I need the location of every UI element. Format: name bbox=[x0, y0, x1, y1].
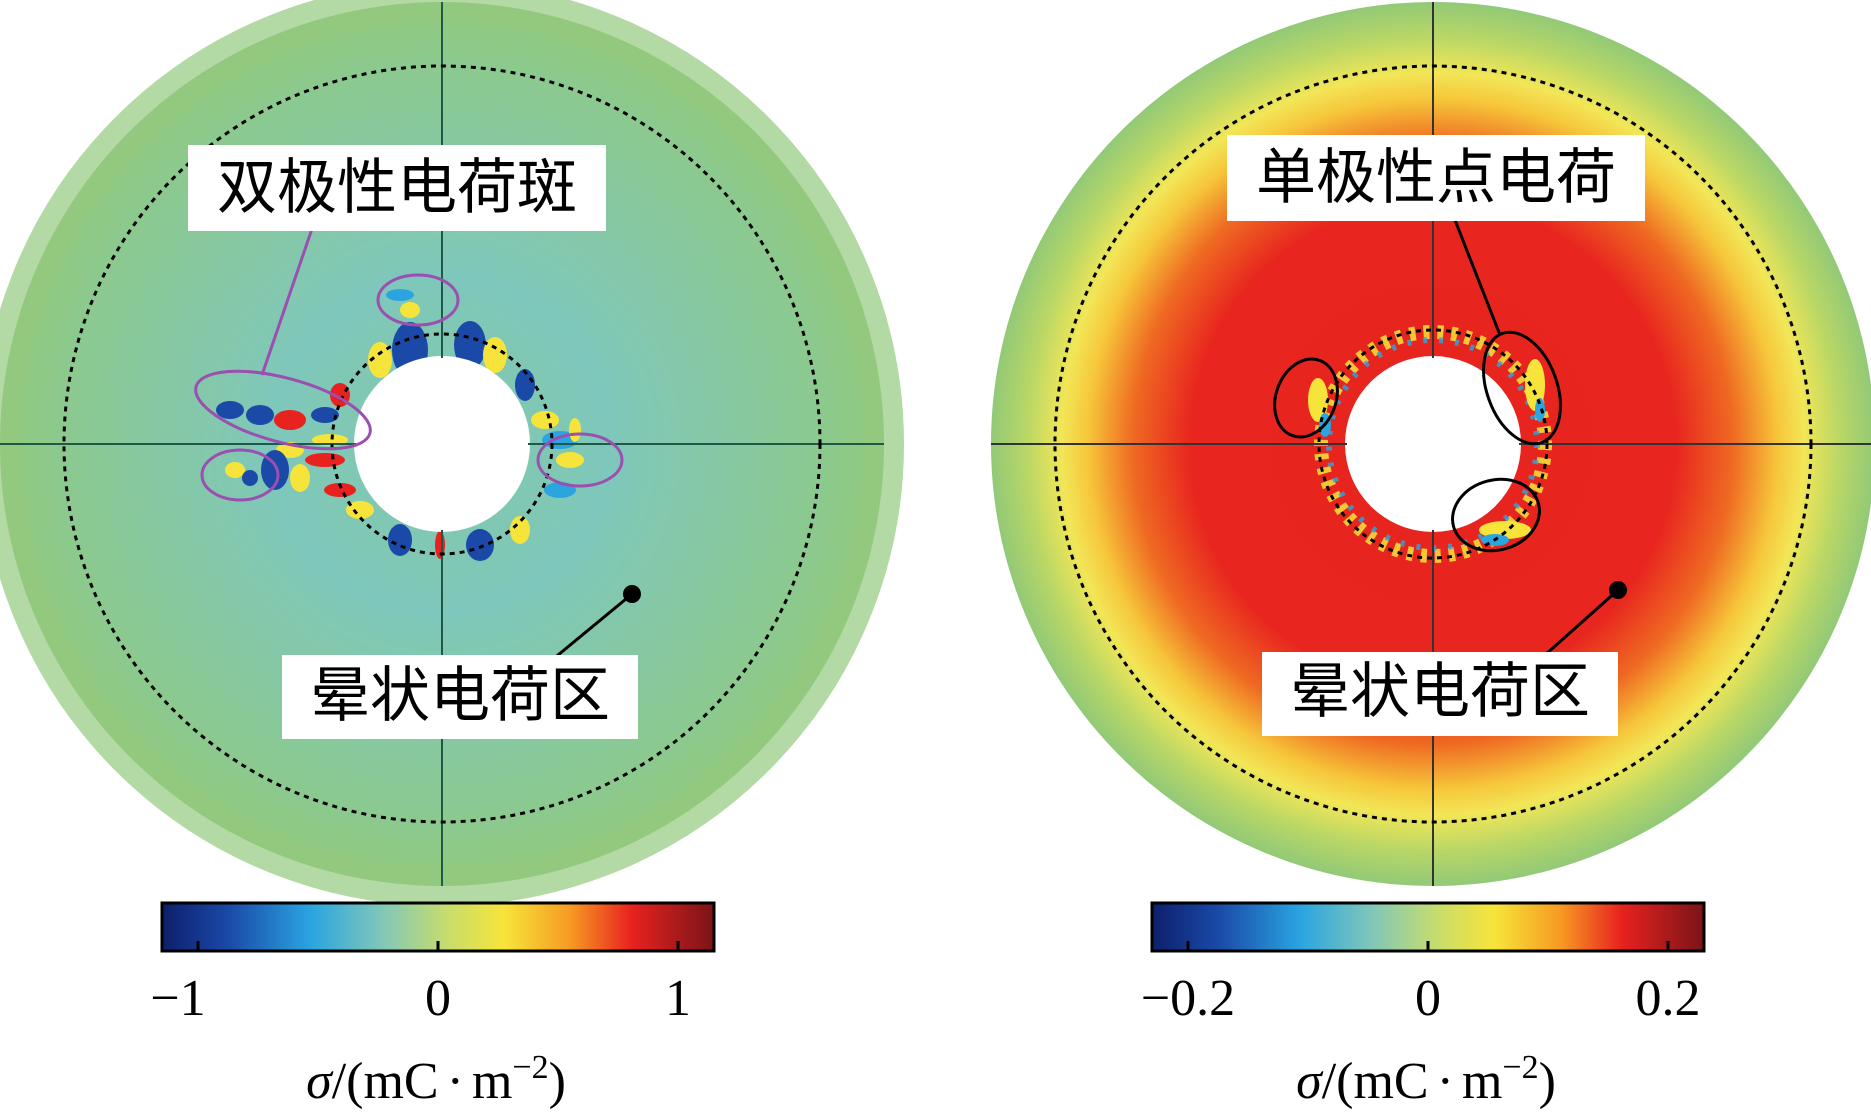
left-panel: 双极性电荷斑 晕状电荷区 −1 0 1 σ/(mC · m−2) bbox=[0, 0, 904, 1110]
left-halo-label-box bbox=[282, 655, 638, 739]
left-bipolar-leader bbox=[260, 219, 317, 376]
left-outer-dashed-ring bbox=[62, 64, 822, 824]
right-inner-dashed-ring bbox=[1317, 328, 1549, 560]
left-halo-label: 晕状电荷区 bbox=[310, 661, 610, 731]
left-tick-label-zero: 0 bbox=[425, 970, 451, 1027]
left-unit-label: σ/(mC · m−2) bbox=[306, 1049, 566, 1110]
left-halo-dot bbox=[623, 585, 641, 603]
right-tick-label-zero: 0 bbox=[1415, 970, 1441, 1027]
right-unit-label: σ/(mC · m−2) bbox=[1296, 1049, 1556, 1110]
right-panel: 单极性点电荷 晕状电荷区 −0.2 0 0.2 σ/(mC · m−2) bbox=[991, 2, 1871, 1110]
left-tick-label-neg: −1 bbox=[150, 970, 205, 1027]
left-bipolar-label: 双极性电荷斑 bbox=[217, 153, 577, 223]
right-tick-label-pos: 0.2 bbox=[1636, 970, 1701, 1027]
right-unipolar-label: 单极性点电荷 bbox=[1256, 143, 1616, 213]
left-tick-label-pos: 1 bbox=[665, 970, 691, 1027]
right-tick-label-neg: −0.2 bbox=[1141, 970, 1235, 1027]
right-halo-label: 晕状电荷区 bbox=[1290, 657, 1590, 727]
right-unipolar-label-box bbox=[1227, 135, 1645, 221]
right-inner-hole-cover bbox=[1347, 358, 1519, 530]
right-unipolar-leader bbox=[1451, 214, 1502, 336]
right-annotation-ellipses bbox=[1273, 330, 1562, 553]
left-halo-leader bbox=[551, 592, 633, 662]
left-annotation-ellipses bbox=[194, 273, 624, 502]
left-inner-dashed-ring bbox=[330, 332, 554, 556]
right-halo-leader bbox=[1544, 588, 1619, 657]
right-halo-label-box bbox=[1262, 652, 1618, 736]
left-colorbar-ticks bbox=[196, 941, 680, 951]
right-outer-dashed-ring bbox=[1053, 64, 1813, 824]
right-halo-dot bbox=[1609, 581, 1627, 599]
right-colorbar-ticks bbox=[1186, 941, 1670, 951]
left-inner-hole-cover bbox=[356, 358, 528, 530]
left-bipolar-label-box bbox=[188, 145, 606, 231]
